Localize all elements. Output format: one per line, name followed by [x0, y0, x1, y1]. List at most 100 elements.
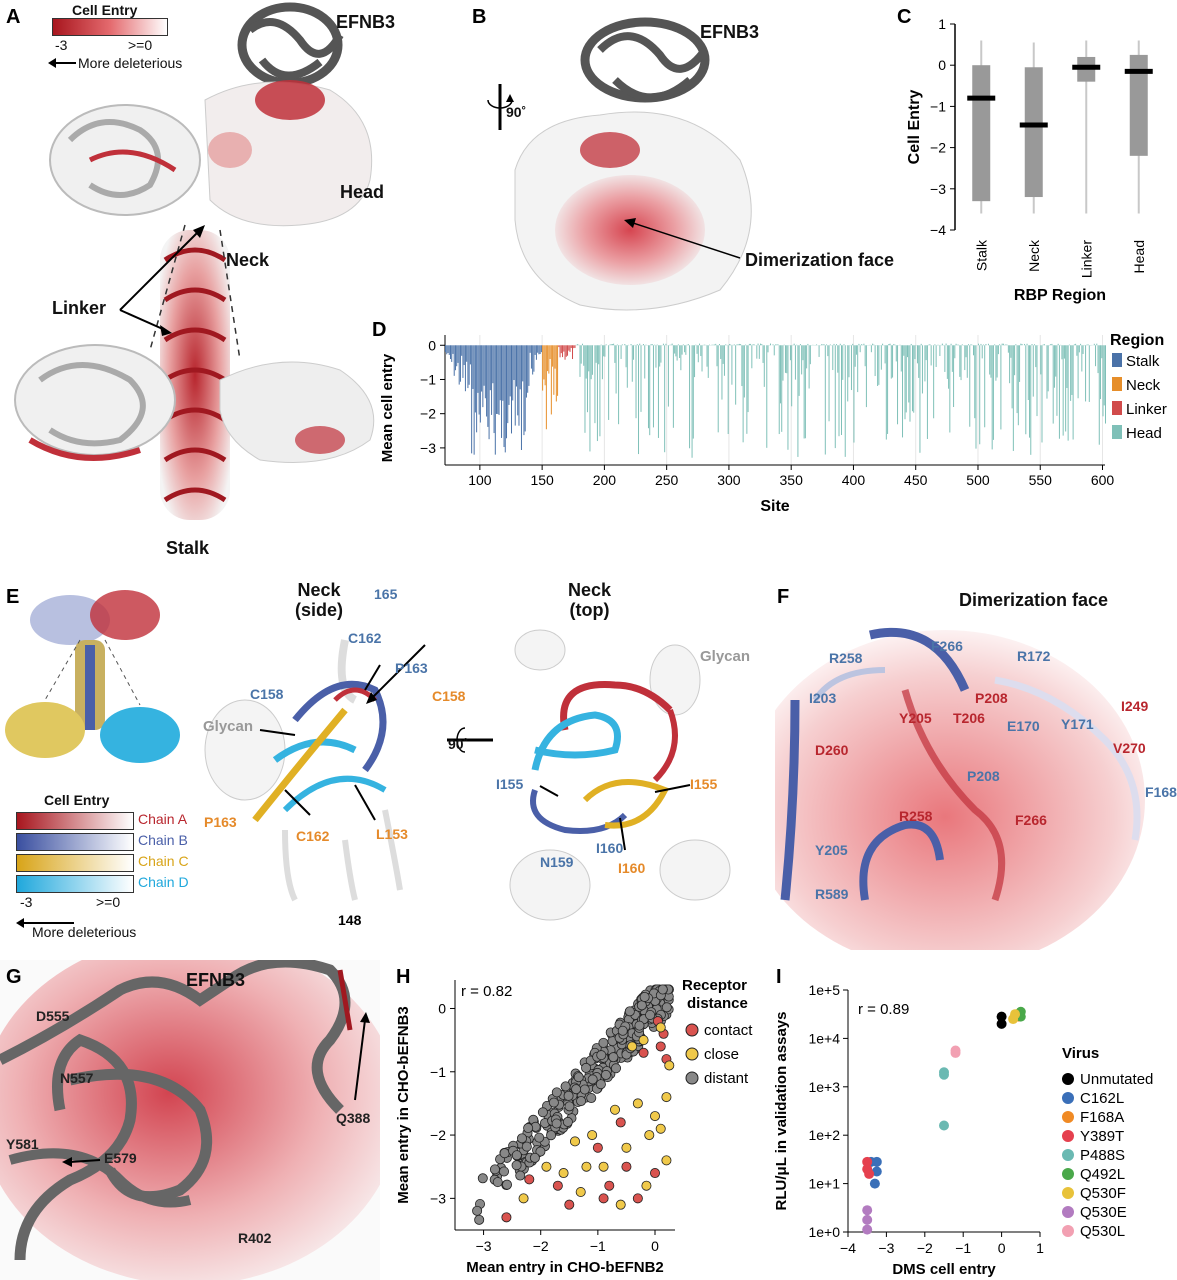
bar-head [1055, 345, 1057, 377]
bar-head [776, 344, 778, 346]
bar-head [1077, 345, 1079, 399]
bar-head [818, 345, 820, 357]
point-distant [563, 1090, 574, 1101]
bar-head [584, 345, 586, 433]
label-efnb3: EFNB3 [700, 22, 760, 42]
bar-head [828, 345, 830, 422]
bar-stalk [481, 345, 483, 392]
bar-head [863, 343, 865, 346]
y-tick-label: 0 [938, 57, 946, 73]
bar-stalk [507, 345, 509, 424]
bar-head [1097, 345, 1099, 374]
bar-head [887, 345, 889, 434]
x-tick-label: 600 [1091, 472, 1115, 488]
bar-head [833, 343, 835, 346]
bar-stalk [484, 345, 486, 399]
legend-label: Head [1126, 425, 1162, 442]
bar-head [720, 345, 722, 359]
bar-head [750, 343, 752, 346]
bar-head [581, 343, 583, 346]
bar-head [575, 344, 577, 346]
bar-head [639, 343, 641, 346]
legend-swatch [685, 1023, 699, 1037]
bar-head [877, 345, 879, 387]
chain-b-label: Chain B [138, 832, 188, 848]
bar-head [855, 345, 857, 355]
bar-head [916, 345, 918, 364]
bar-head [656, 344, 658, 346]
bar-head [685, 345, 687, 355]
legend-swatch [1112, 353, 1122, 367]
bar-stalk [476, 345, 478, 433]
x-axis-label: RBP Region [1014, 287, 1106, 304]
x-tick-label: −4 [840, 1240, 856, 1256]
bar-head [1031, 343, 1033, 346]
point-distant [608, 1052, 619, 1063]
scale-max: >=0 [96, 894, 121, 910]
bar-neck [554, 345, 556, 369]
bar-stalk [447, 345, 449, 354]
bar-head [579, 345, 581, 377]
point-close [644, 1130, 655, 1141]
bar-head [930, 345, 932, 366]
bar-head [944, 345, 946, 372]
x-axis-label: Site [760, 498, 789, 515]
panel-letter: A [6, 6, 21, 28]
residue-label: N159 [540, 854, 574, 870]
point-distant [600, 1069, 611, 1080]
y-tick-label: −4 [930, 222, 946, 238]
bar-head [878, 345, 880, 385]
point-distant [624, 1006, 635, 1017]
bar-head [1105, 345, 1106, 424]
legend-swatch [1062, 1092, 1074, 1104]
point-distant [515, 1170, 526, 1181]
bar-head [989, 345, 991, 375]
point-contact [501, 1212, 512, 1223]
bar-head [665, 343, 667, 346]
bar-head [809, 345, 811, 365]
y-tick-label: 0 [428, 337, 436, 353]
y-axis-label: RLU/μL in validation assays [773, 1012, 790, 1211]
legend-label: Q492L [1080, 1166, 1125, 1183]
point-close [621, 1142, 632, 1153]
bar-head [1005, 344, 1007, 346]
bar-head [692, 345, 694, 439]
bar-head [696, 345, 698, 354]
bar-head [784, 345, 786, 373]
bar-head [803, 345, 805, 439]
bar-head [928, 344, 930, 346]
bar-head [985, 343, 987, 346]
bar-head [1034, 344, 1036, 346]
legend-label: close [704, 1046, 739, 1063]
bar-stalk [496, 345, 498, 414]
point-distant [472, 1205, 483, 1216]
bar-head [857, 345, 859, 393]
bar-head [740, 344, 742, 346]
bar-head [747, 345, 749, 413]
bar-head [745, 344, 747, 346]
bar-head [746, 345, 748, 434]
bar-head [1041, 345, 1043, 443]
bar-stalk [538, 345, 540, 355]
bar-head [1027, 345, 1029, 401]
bar-stalk [457, 345, 459, 363]
point-y389t [864, 1168, 875, 1179]
bar-head [1017, 345, 1019, 426]
panel-i: I −4 −3 −2 −1 0 1 1e+5 1e+4 1e+3 1e+2 1e+1 1e+0 DMS … [770, 960, 1177, 1280]
bar-head [736, 344, 738, 346]
y-tick-label: −2 [430, 1127, 446, 1143]
bar-stalk [535, 345, 537, 360]
bar-head [1020, 343, 1022, 346]
bar-head [858, 343, 860, 346]
point-close [569, 1136, 580, 1147]
point-distant [587, 1074, 598, 1085]
bar-stalk [471, 345, 473, 454]
bar-stalk [454, 345, 456, 371]
bar-head [715, 343, 717, 346]
bar-stalk [487, 345, 489, 427]
legend-swatch [1062, 1187, 1074, 1199]
bar-head [779, 345, 781, 404]
bar-head [671, 343, 673, 346]
bar-head [633, 345, 635, 360]
bar-stalk [482, 345, 484, 408]
